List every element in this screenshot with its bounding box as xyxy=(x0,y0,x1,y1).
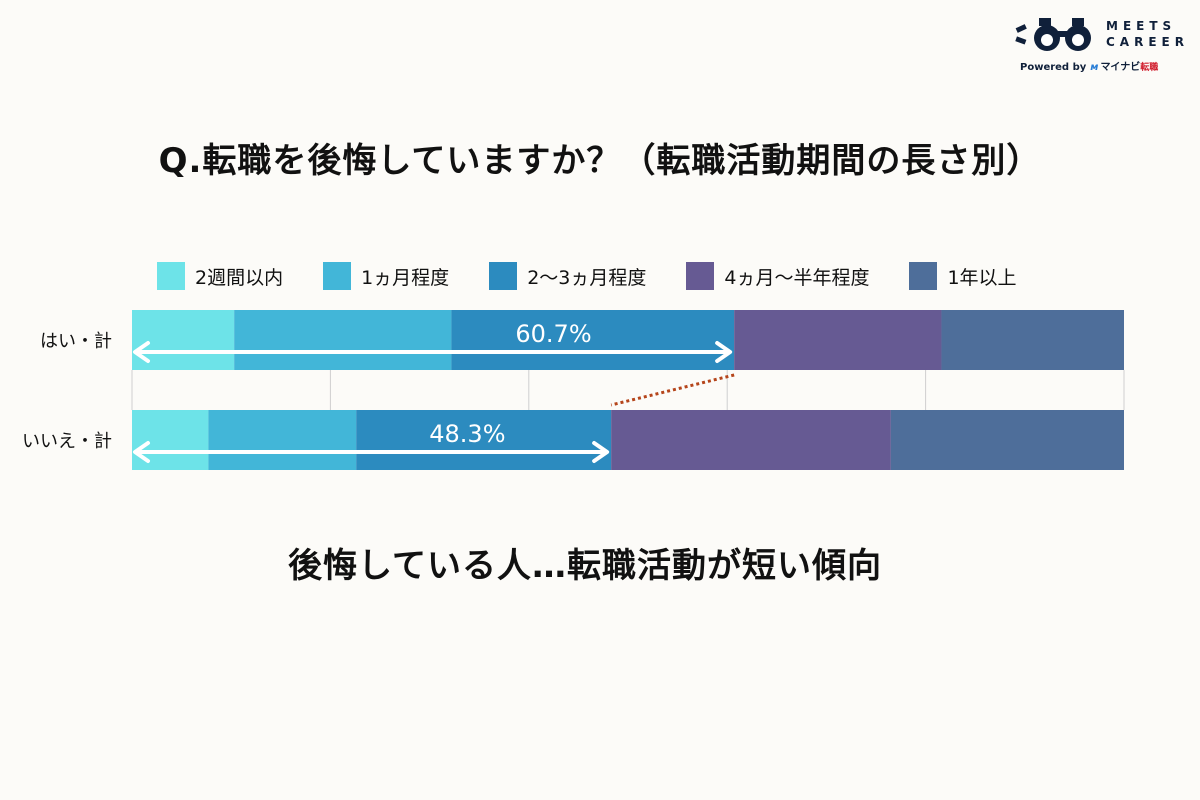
logo-line1: MEETS xyxy=(1106,19,1177,33)
category-label: はい・計 xyxy=(40,331,112,352)
arrow-right-icon xyxy=(715,341,733,363)
chart-legend: 2週間以内 1ヵ月程度 2〜3ヵ月程度 4ヵ月〜半年程度 1年以上 xyxy=(157,262,1057,290)
arrow-right-icon xyxy=(592,441,610,463)
arrow-left-icon xyxy=(133,441,150,463)
logo-powered-by: Powered by ᴍ マイナビ転職 xyxy=(1020,58,1158,73)
legend-label: 2週間以内 xyxy=(195,266,284,289)
legend-swatch xyxy=(489,262,518,290)
meets-career-logo: MEETS CAREER Powered by ᴍ マイナビ転職 xyxy=(1014,12,1194,74)
bar-segment xyxy=(208,410,357,470)
legend-item: 2〜3ヵ月程度 xyxy=(489,262,646,290)
legend-swatch xyxy=(909,262,938,290)
bar-segment xyxy=(890,410,1124,470)
bar-segment xyxy=(356,410,612,470)
connector-line xyxy=(610,373,735,407)
partner-name: マイナビ xyxy=(1100,62,1141,73)
bar-segment xyxy=(941,310,1124,370)
chart-title: Q.転職を後悔していますか？（転職活動期間の長さ別） xyxy=(158,141,1042,181)
category-label: いいえ・計 xyxy=(22,431,112,452)
legend-item: 4ヵ月〜半年程度 xyxy=(686,262,869,290)
legend-swatch xyxy=(157,262,185,290)
stacked-bar-chart: はい・計 60.7% いいえ・計 48.3% xyxy=(22,310,1125,470)
partner-suffix: 転職 xyxy=(1140,63,1159,73)
legend-swatch xyxy=(323,262,352,290)
binoculars-icon xyxy=(1015,18,1091,51)
powered-by-text: Powered by xyxy=(1020,62,1087,73)
legend-swatch xyxy=(686,262,715,290)
legend-label: 1年以上 xyxy=(947,266,1017,289)
legend-label: 2〜3ヵ月程度 xyxy=(527,266,647,289)
legend-item: 2週間以内 xyxy=(157,262,283,290)
data-label: 60.7% xyxy=(515,320,591,348)
arrow-left-icon xyxy=(133,341,150,363)
conclusion-text: 後悔している人…転職活動が短い傾向 xyxy=(288,546,882,586)
bar-segment xyxy=(234,310,452,370)
legend-label: 1ヵ月程度 xyxy=(361,266,450,289)
legend-item: 1年以上 xyxy=(909,262,1017,290)
bar-segment xyxy=(734,310,942,370)
bar-segment xyxy=(132,410,209,470)
logo-line2: CAREER xyxy=(1106,35,1189,49)
mynavi-mark-icon: ᴍ xyxy=(1090,62,1099,73)
logo-text: MEETS CAREER xyxy=(1106,18,1189,50)
data-label: 48.3% xyxy=(429,420,505,448)
legend-label: 4ヵ月〜半年程度 xyxy=(724,266,870,289)
legend-item: 1ヵ月程度 xyxy=(323,262,449,290)
bar-segment xyxy=(611,410,891,470)
bar-segment xyxy=(451,310,735,370)
